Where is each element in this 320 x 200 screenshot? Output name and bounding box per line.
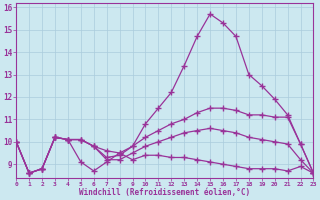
- X-axis label: Windchill (Refroidissement éolien,°C): Windchill (Refroidissement éolien,°C): [79, 188, 250, 197]
